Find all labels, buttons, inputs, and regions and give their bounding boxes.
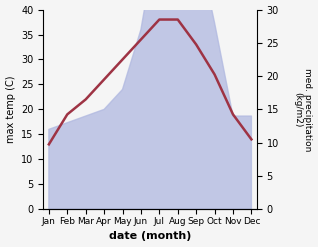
Y-axis label: med. precipitation
(kg/m2): med. precipitation (kg/m2) xyxy=(293,68,313,151)
Y-axis label: max temp (C): max temp (C) xyxy=(5,76,16,143)
X-axis label: date (month): date (month) xyxy=(109,231,191,242)
